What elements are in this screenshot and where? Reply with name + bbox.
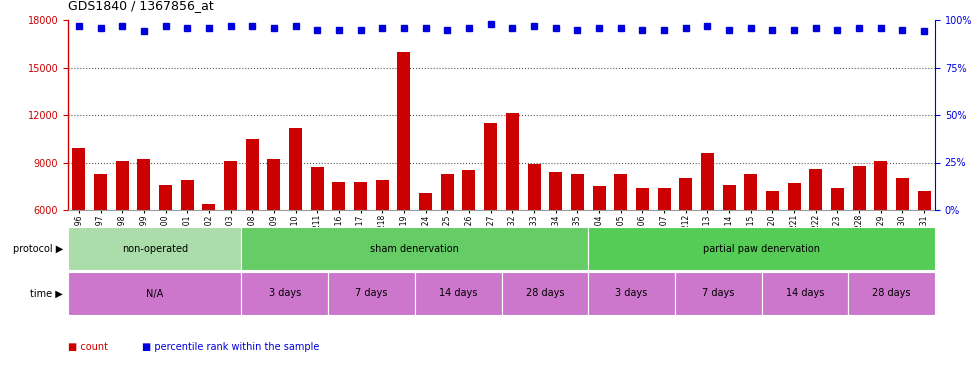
Text: 7 days: 7 days <box>356 288 388 298</box>
Bar <box>874 161 887 210</box>
Text: GDS1840 / 1367856_at: GDS1840 / 1367856_at <box>68 0 214 12</box>
Bar <box>506 113 518 210</box>
Bar <box>94 174 107 210</box>
Bar <box>917 191 931 210</box>
Bar <box>675 272 761 315</box>
Bar <box>766 191 779 210</box>
Bar <box>744 174 758 210</box>
Bar <box>268 159 280 210</box>
Bar <box>241 272 328 315</box>
Bar <box>896 178 909 210</box>
Bar <box>788 183 801 210</box>
Bar <box>246 139 259 210</box>
Text: time ▶: time ▶ <box>30 288 63 298</box>
Bar <box>484 123 497 210</box>
Bar <box>658 188 670 210</box>
Bar <box>701 153 713 210</box>
Bar <box>588 272 675 315</box>
Bar <box>203 204 216 210</box>
Bar <box>73 148 85 210</box>
Bar <box>241 227 588 270</box>
Text: 14 days: 14 days <box>439 288 477 298</box>
Bar <box>463 170 475 210</box>
Bar <box>375 180 389 210</box>
Text: partial paw denervation: partial paw denervation <box>703 243 820 254</box>
Bar <box>722 184 736 210</box>
Bar <box>502 272 588 315</box>
Text: 3 days: 3 days <box>615 288 648 298</box>
Bar <box>224 161 237 210</box>
Bar <box>311 167 323 210</box>
Bar <box>441 174 454 210</box>
Bar <box>180 180 194 210</box>
Bar <box>853 166 865 210</box>
Bar <box>68 272 241 315</box>
Text: 28 days: 28 days <box>872 288 910 298</box>
Text: 28 days: 28 days <box>525 288 564 298</box>
Bar <box>137 159 150 210</box>
Text: ■ count: ■ count <box>68 342 108 352</box>
Bar <box>549 172 563 210</box>
Bar <box>415 272 502 315</box>
Bar <box>398 52 411 210</box>
Bar <box>679 178 692 210</box>
Text: ■ percentile rank within the sample: ■ percentile rank within the sample <box>141 342 318 352</box>
Bar <box>849 272 935 315</box>
Bar <box>354 182 368 210</box>
Text: 3 days: 3 days <box>269 288 301 298</box>
Bar <box>761 272 849 315</box>
Bar <box>332 182 345 210</box>
Text: sham denervation: sham denervation <box>370 243 460 254</box>
Bar <box>588 227 935 270</box>
Text: protocol ▶: protocol ▶ <box>13 243 63 254</box>
Bar <box>831 188 844 210</box>
Bar <box>328 272 415 315</box>
Bar <box>159 184 172 210</box>
Bar <box>68 227 241 270</box>
Text: 14 days: 14 days <box>786 288 824 298</box>
Bar <box>419 193 432 210</box>
Bar <box>289 128 302 210</box>
Text: non-operated: non-operated <box>122 243 188 254</box>
Bar <box>571 174 584 210</box>
Bar <box>636 188 649 210</box>
Text: 7 days: 7 days <box>702 288 734 298</box>
Bar <box>809 169 822 210</box>
Bar <box>527 164 541 210</box>
Bar <box>593 186 606 210</box>
Text: N/A: N/A <box>146 288 164 298</box>
Bar <box>116 161 128 210</box>
Bar <box>614 174 627 210</box>
